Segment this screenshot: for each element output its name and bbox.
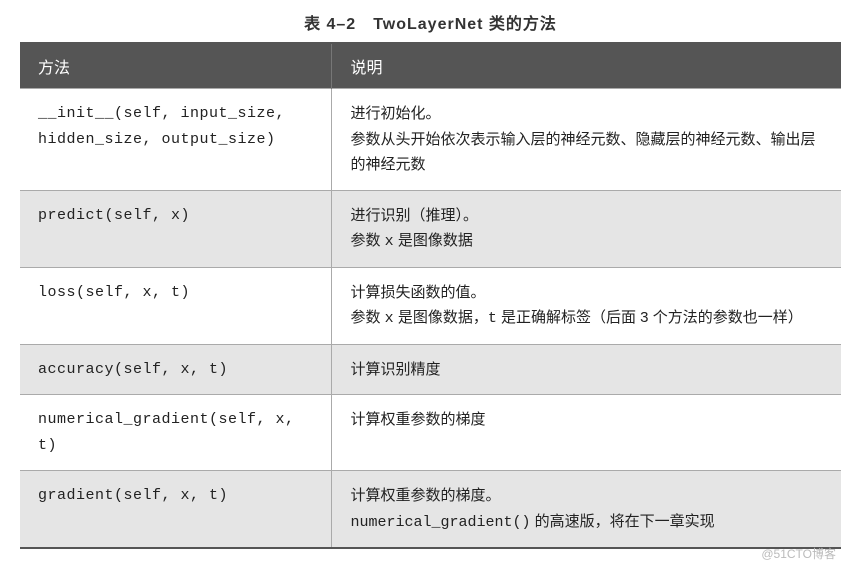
desc-text: 是图像数据 bbox=[394, 232, 473, 249]
desc-text: 的高速版，将在下一章实现 bbox=[531, 513, 715, 530]
desc-text: 计算识别精度 bbox=[350, 361, 440, 378]
table-row: accuracy(self, x, t) 计算识别精度 bbox=[20, 344, 841, 395]
method-cell: numerical_gradient(self, x, t) bbox=[20, 395, 332, 471]
desc-text: 计算权重参数的梯度。 bbox=[350, 487, 500, 504]
desc-text: 是图像数据， bbox=[394, 309, 488, 326]
table-caption: 表 4–2 TwoLayerNet 类的方法 bbox=[20, 10, 841, 34]
table-row: loss(self, x, t) 计算损失函数的值。 参数 x 是图像数据，t … bbox=[20, 267, 841, 344]
desc-code: t bbox=[488, 310, 497, 327]
table-row: __init__(self, input_size, hidden_size, … bbox=[20, 89, 841, 191]
method-cell: gradient(self, x, t) bbox=[20, 471, 332, 549]
desc-text: 进行识别（推理）。 bbox=[350, 207, 478, 224]
description-cell: 计算权重参数的梯度 bbox=[332, 395, 841, 471]
desc-code: x bbox=[385, 310, 394, 327]
description-cell: 计算识别精度 bbox=[332, 344, 841, 395]
desc-text: 参数 bbox=[350, 309, 384, 326]
description-cell: 计算损失函数的值。 参数 x 是图像数据，t 是正确解标签（后面 3 个方法的参… bbox=[332, 267, 841, 344]
table-row: numerical_gradient(self, x, t) 计算权重参数的梯度 bbox=[20, 395, 841, 471]
table-header-row: 方法 说明 bbox=[20, 43, 841, 89]
header-description: 说明 bbox=[332, 43, 841, 89]
desc-code: x bbox=[385, 233, 394, 250]
table-row: gradient(self, x, t) 计算权重参数的梯度。 numerica… bbox=[20, 471, 841, 549]
methods-table: 方法 说明 __init__(self, input_size, hidden_… bbox=[20, 42, 841, 549]
description-cell: 计算权重参数的梯度。 numerical_gradient() 的高速版，将在下… bbox=[332, 471, 841, 549]
table-row: predict(self, x) 进行识别（推理）。 参数 x 是图像数据 bbox=[20, 190, 841, 267]
method-cell: loss(self, x, t) bbox=[20, 267, 332, 344]
desc-code: numerical_gradient() bbox=[350, 514, 530, 531]
method-cell: accuracy(self, x, t) bbox=[20, 344, 332, 395]
method-cell: __init__(self, input_size, hidden_size, … bbox=[20, 89, 332, 191]
desc-text: 参数 bbox=[350, 232, 384, 249]
method-cell: predict(self, x) bbox=[20, 190, 332, 267]
header-method: 方法 bbox=[20, 43, 332, 89]
watermark: @51CTO博客 bbox=[761, 545, 836, 562]
desc-text: 计算损失函数的值。 bbox=[350, 284, 485, 301]
desc-text: 参数从头开始依次表示输入层的神经元数、隐藏层的神经元数、输出层的神经元数 bbox=[350, 131, 815, 174]
desc-text: 计算权重参数的梯度 bbox=[350, 411, 485, 428]
description-cell: 进行初始化。 参数从头开始依次表示输入层的神经元数、隐藏层的神经元数、输出层的神… bbox=[332, 89, 841, 191]
desc-text: 进行初始化。 bbox=[350, 105, 440, 122]
description-cell: 进行识别（推理）。 参数 x 是图像数据 bbox=[332, 190, 841, 267]
desc-text: 是正确解标签（后面 3 个方法的参数也一样） bbox=[497, 309, 803, 326]
